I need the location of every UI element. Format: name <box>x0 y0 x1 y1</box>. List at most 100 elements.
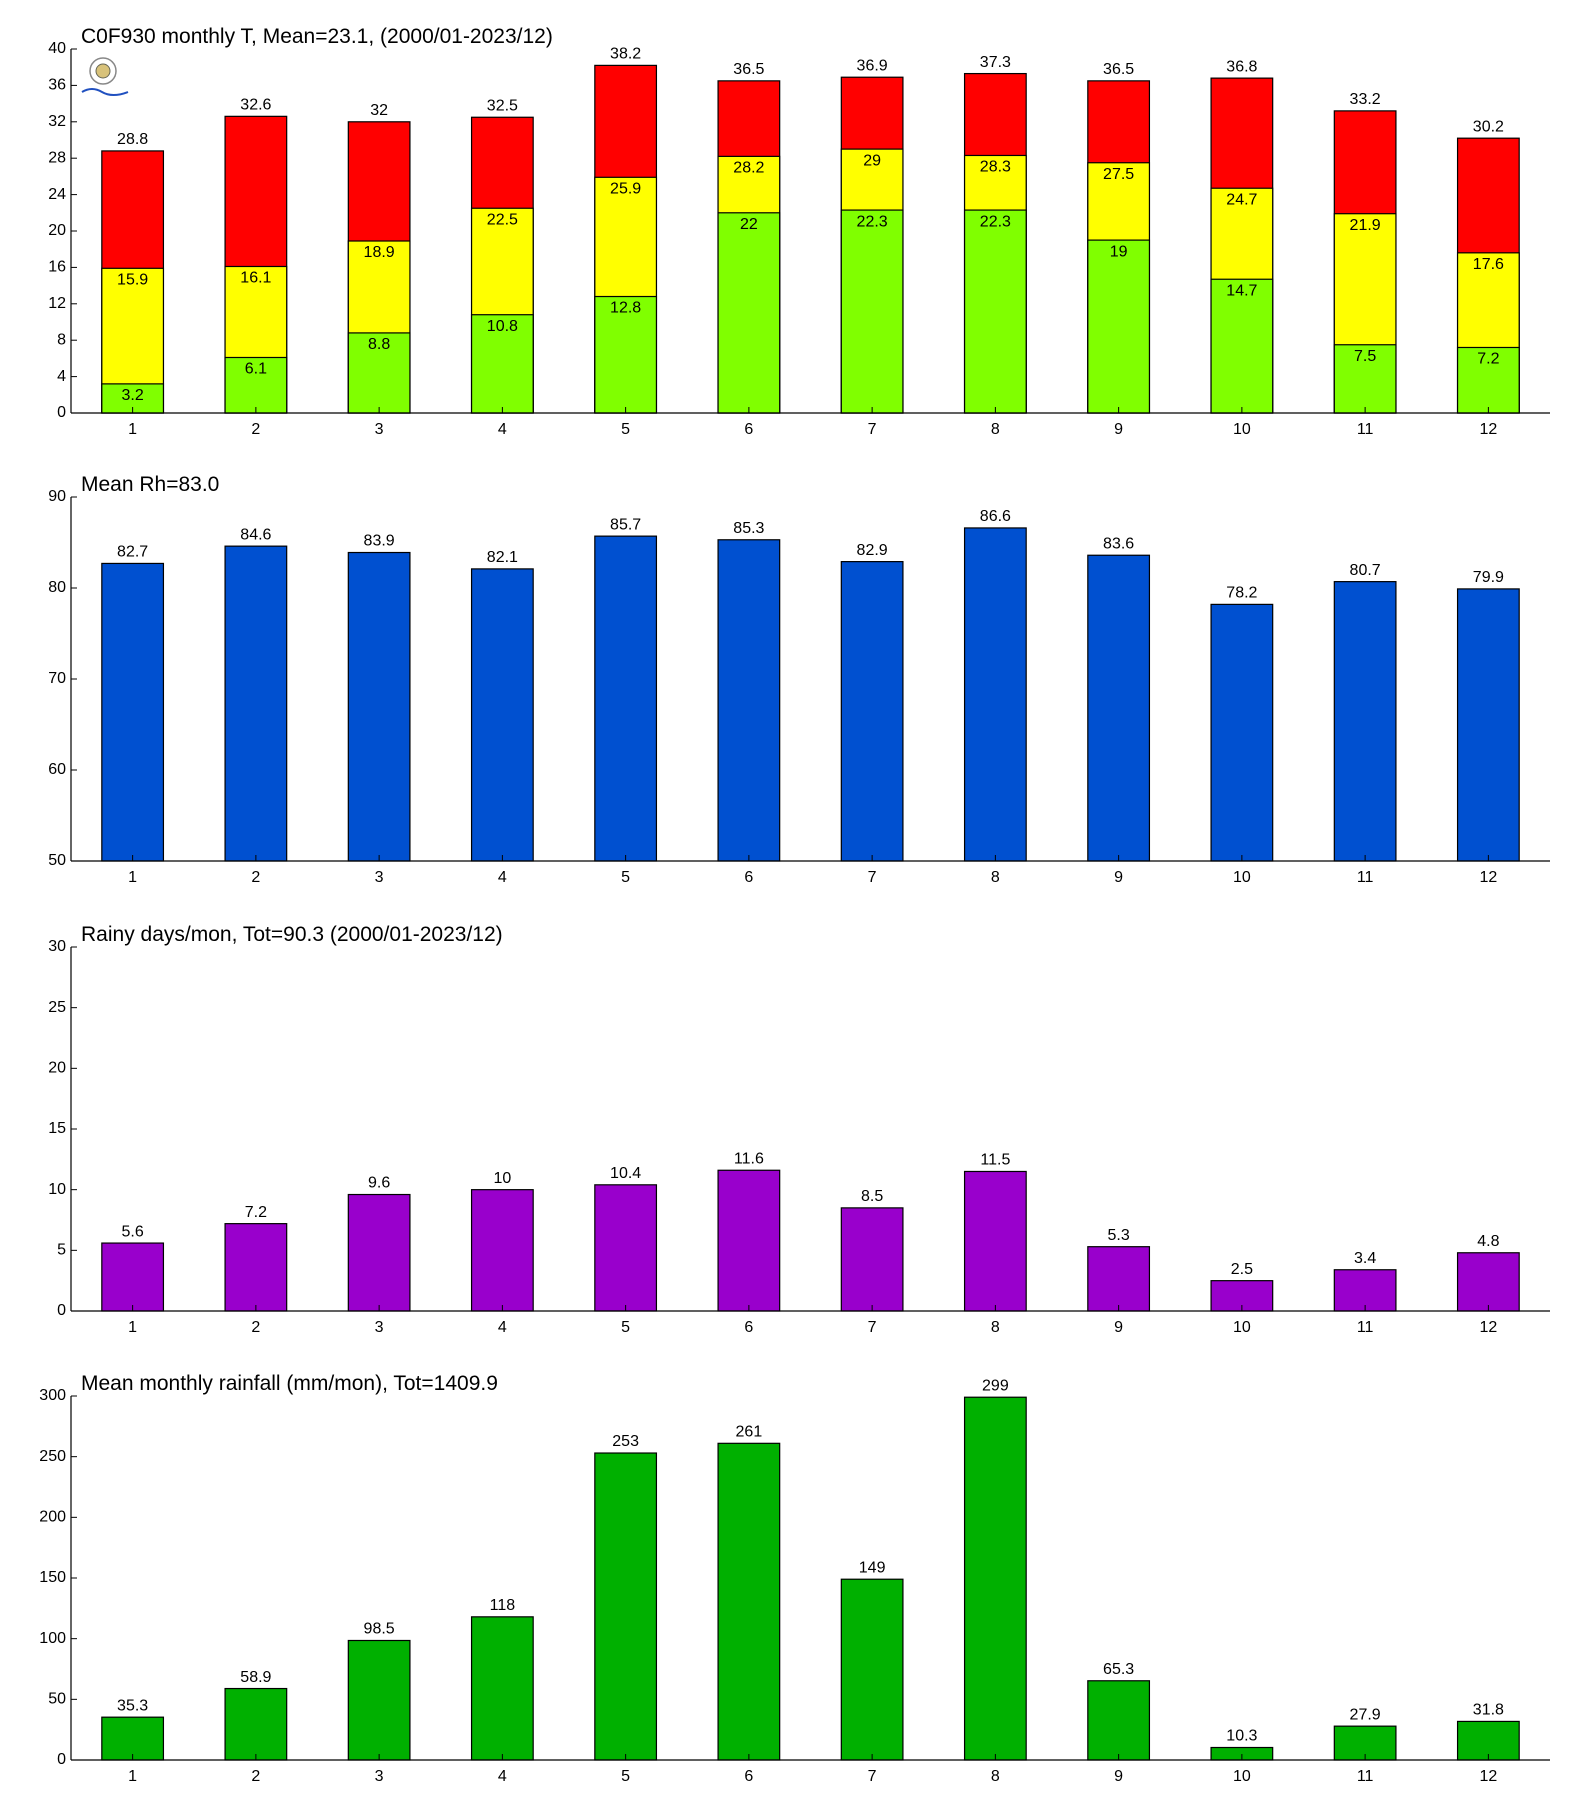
x-tick-label: 1 <box>128 869 137 886</box>
bar <box>594 535 658 862</box>
bar <box>224 356 288 414</box>
data-label: 24.7 <box>1226 191 1257 208</box>
bar <box>1087 1680 1151 1761</box>
data-label: 36.8 <box>1226 58 1257 75</box>
x-tick-label: 5 <box>621 1319 630 1336</box>
data-label: 4.8 <box>1477 1233 1499 1250</box>
data-label: 149 <box>859 1559 886 1576</box>
bar <box>1333 581 1397 862</box>
data-label: 21.9 <box>1350 217 1381 234</box>
data-label: 33.2 <box>1350 91 1381 108</box>
x-tick-label: 12 <box>1479 421 1497 438</box>
bar <box>1456 1720 1520 1761</box>
data-label: 22.3 <box>980 213 1011 230</box>
data-label: 85.3 <box>733 520 764 537</box>
y-tick-label: 50 <box>48 1691 66 1708</box>
bar <box>224 1223 288 1312</box>
bar <box>1210 278 1274 414</box>
bar <box>101 562 165 862</box>
data-label: 11.5 <box>980 1152 1010 1169</box>
x-tick-label: 8 <box>991 1319 1000 1336</box>
y-tick-label: 40 <box>48 40 66 57</box>
y-tick-label: 10 <box>48 1181 66 1198</box>
data-label: 2.5 <box>1231 1261 1253 1278</box>
bar <box>594 1452 658 1761</box>
data-label: 27.5 <box>1103 166 1134 183</box>
bar <box>963 209 1027 414</box>
data-label: 28.2 <box>733 160 764 177</box>
x-tick-label: 12 <box>1479 869 1497 886</box>
chart-title: Mean monthly rainfall (mm/mon), Tot=1409… <box>81 1372 498 1395</box>
x-tick-label: 10 <box>1233 421 1251 438</box>
chart-title: Rainy days/mon, Tot=90.3 (2000/01-2023/1… <box>81 923 503 946</box>
data-label: 3.4 <box>1354 1250 1376 1267</box>
data-label: 14.7 <box>1226 282 1257 299</box>
bar <box>1456 1252 1520 1312</box>
x-tick-label: 6 <box>744 869 753 886</box>
data-label: 17.6 <box>1473 256 1504 273</box>
x-tick-label: 10 <box>1233 1768 1251 1785</box>
data-label: 83.6 <box>1103 535 1134 552</box>
x-tick-label: 8 <box>991 1768 1000 1785</box>
bar <box>840 1207 904 1312</box>
y-tick-label: 200 <box>39 1509 66 1526</box>
bar <box>717 539 781 862</box>
bar <box>594 295 658 414</box>
x-tick-label: 4 <box>498 421 507 438</box>
data-label: 58.9 <box>240 1669 271 1686</box>
bar <box>840 1578 904 1761</box>
x-tick-label: 9 <box>1114 421 1123 438</box>
x-tick-label: 2 <box>251 421 260 438</box>
x-tick-label: 8 <box>991 869 1000 886</box>
y-tick-label: 15 <box>48 1120 66 1137</box>
data-label: 29 <box>863 152 881 169</box>
x-tick-label: 11 <box>1357 869 1374 886</box>
bar <box>347 332 411 414</box>
bar <box>717 1442 781 1761</box>
x-tick-label: 3 <box>375 869 384 886</box>
data-label: 83.9 <box>364 533 395 550</box>
bar <box>717 212 781 414</box>
x-tick-label: 11 <box>1357 1319 1374 1336</box>
data-label: 35.3 <box>117 1697 148 1714</box>
x-tick-label: 12 <box>1479 1319 1497 1336</box>
bar <box>470 1616 534 1761</box>
data-label: 18.9 <box>364 244 395 261</box>
data-label: 7.2 <box>1477 351 1499 368</box>
data-label: 22 <box>740 216 758 233</box>
data-label: 31.8 <box>1473 1702 1504 1719</box>
data-label: 299 <box>982 1377 1009 1394</box>
bar <box>101 1716 165 1761</box>
bar <box>470 1189 534 1312</box>
bar <box>717 1169 781 1312</box>
data-label: 8.8 <box>368 336 390 353</box>
chart-title: C0F930 monthly T, Mean=23.1, (2000/01-20… <box>81 25 553 48</box>
data-label: 22.5 <box>487 211 518 228</box>
x-tick-label: 11 <box>1357 421 1374 438</box>
data-label: 36.5 <box>1103 61 1134 78</box>
x-tick-label: 5 <box>621 421 630 438</box>
data-label: 10.8 <box>487 318 518 335</box>
data-label: 27.9 <box>1350 1706 1381 1723</box>
x-tick-label: 2 <box>251 1319 260 1336</box>
bar <box>840 561 904 862</box>
bar <box>1087 239 1151 414</box>
data-label: 80.7 <box>1350 562 1381 579</box>
y-tick-label: 36 <box>48 77 66 94</box>
bar <box>594 1184 658 1312</box>
data-label: 11.6 <box>734 1150 764 1167</box>
x-tick-label: 1 <box>128 1768 137 1785</box>
data-label: 78.2 <box>1226 585 1257 602</box>
data-label: 10.3 <box>1226 1728 1257 1745</box>
bar <box>470 568 534 862</box>
bar <box>1087 1246 1151 1312</box>
bar <box>347 1639 411 1761</box>
data-label: 8.5 <box>861 1188 883 1205</box>
x-tick-label: 4 <box>498 1319 507 1336</box>
x-tick-label: 9 <box>1114 1319 1123 1336</box>
y-tick-label: 12 <box>48 295 66 312</box>
x-tick-label: 3 <box>375 1768 384 1785</box>
x-tick-label: 7 <box>868 869 877 886</box>
x-tick-label: 7 <box>868 421 877 438</box>
data-label: 30.2 <box>1473 118 1504 135</box>
